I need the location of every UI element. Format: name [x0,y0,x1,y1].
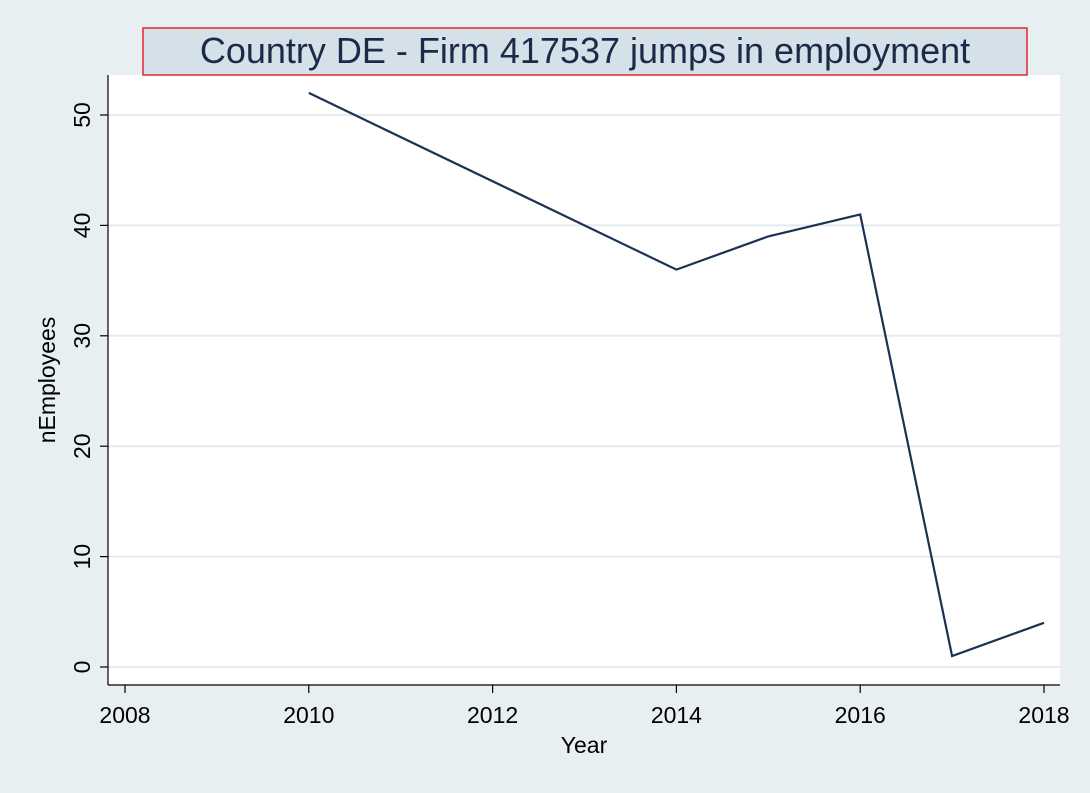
gridlines [108,114,1060,668]
x-tick-label-2010: 2010 [283,702,334,728]
x-tick-label-2016: 2016 [835,702,886,728]
x-tick-label-2012: 2012 [467,702,518,728]
x-tick-label-2018: 2018 [1018,702,1069,728]
chart-title-box [142,27,1028,76]
y-axis-title: nEmployees [34,317,60,444]
y-tick-label-50: 50 [69,102,95,128]
y-tick-label-30: 30 [69,323,95,349]
x-tick-label-2014: 2014 [651,702,702,728]
series-line-0 [308,91,1045,658]
series-layer [308,91,1045,658]
axes [107,75,1060,686]
y-tick-label-0: 0 [69,661,95,674]
y-axis-ticks: 0 10 20 30 40 50 [69,102,108,673]
x-axis-ticks: 2008 2010 2012 2014 2016 2018 [99,685,1070,728]
plot-area [108,75,1060,685]
y-tick-label-40: 40 [69,213,95,239]
chart-title: Country DE - Firm 417537 jumps in employ… [200,30,970,71]
x-axis-title: Year [561,732,608,758]
y-tick-label-20: 20 [69,433,95,459]
y-tick-label-10: 10 [69,544,95,570]
x-tick-label-2008: 2008 [99,702,150,728]
